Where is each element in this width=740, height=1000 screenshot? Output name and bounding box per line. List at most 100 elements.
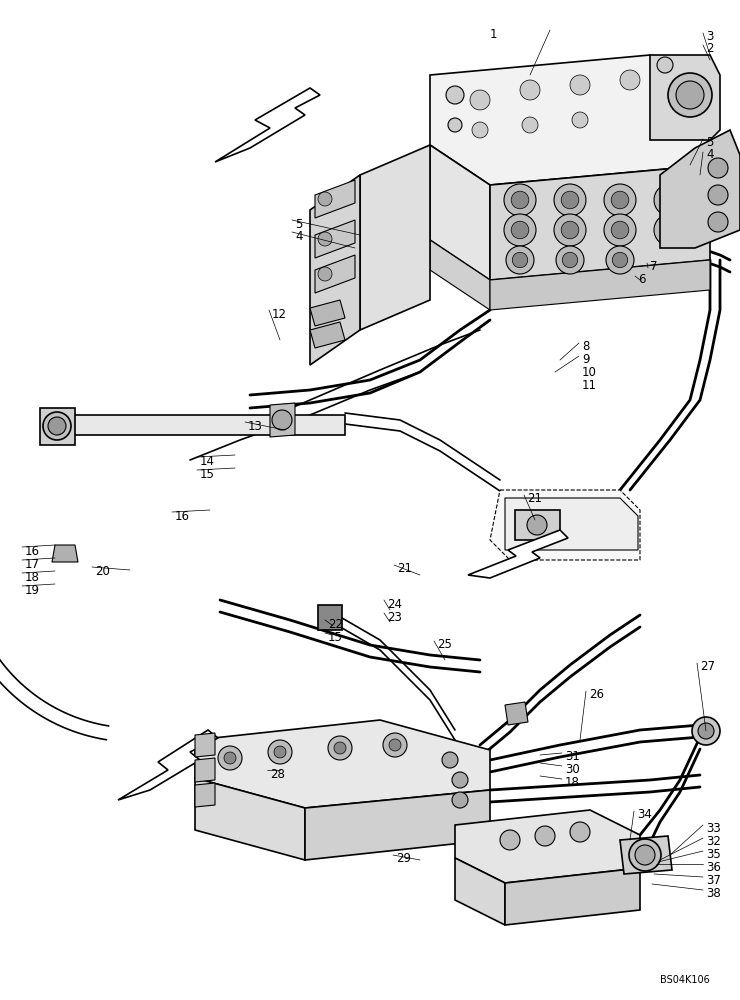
Text: 23: 23 <box>387 611 402 624</box>
Circle shape <box>224 752 236 764</box>
Circle shape <box>554 214 586 246</box>
Circle shape <box>334 742 346 754</box>
Circle shape <box>692 717 720 745</box>
Text: 33: 33 <box>706 822 721 835</box>
Circle shape <box>511 221 529 239</box>
Polygon shape <box>310 175 360 365</box>
Text: 21: 21 <box>397 562 412 575</box>
Text: 26: 26 <box>589 688 604 701</box>
Text: 10: 10 <box>582 366 597 379</box>
Circle shape <box>500 830 520 850</box>
Polygon shape <box>360 145 430 330</box>
Polygon shape <box>270 403 295 437</box>
Circle shape <box>708 158 728 178</box>
Text: 12: 12 <box>272 308 287 321</box>
Circle shape <box>535 826 555 846</box>
Polygon shape <box>660 130 740 248</box>
Circle shape <box>218 746 242 770</box>
Circle shape <box>318 232 332 246</box>
Text: 36: 36 <box>706 861 721 874</box>
Circle shape <box>662 221 679 239</box>
Circle shape <box>562 252 578 268</box>
Polygon shape <box>315 180 355 218</box>
Polygon shape <box>310 300 345 326</box>
Text: 16: 16 <box>25 545 40 558</box>
Circle shape <box>512 252 528 268</box>
Circle shape <box>272 410 292 430</box>
Circle shape <box>572 112 588 128</box>
Circle shape <box>506 246 534 274</box>
Text: 14: 14 <box>200 455 215 468</box>
Circle shape <box>698 723 714 739</box>
Circle shape <box>452 792 468 808</box>
Text: 27: 27 <box>700 660 715 673</box>
Polygon shape <box>195 778 305 860</box>
Text: 34: 34 <box>637 808 652 821</box>
Polygon shape <box>52 545 78 562</box>
Circle shape <box>472 122 488 138</box>
Text: 32: 32 <box>706 835 721 848</box>
Text: 18: 18 <box>25 571 40 584</box>
Circle shape <box>654 184 686 216</box>
Text: 5: 5 <box>706 136 713 149</box>
Circle shape <box>446 86 464 104</box>
Polygon shape <box>215 88 320 162</box>
Text: 13: 13 <box>248 420 263 433</box>
Polygon shape <box>490 260 710 310</box>
Text: 21: 21 <box>527 492 542 505</box>
Text: 8: 8 <box>582 340 589 353</box>
Polygon shape <box>455 858 505 925</box>
Circle shape <box>389 739 401 751</box>
Text: 25: 25 <box>437 638 452 651</box>
Text: 6: 6 <box>638 273 645 286</box>
Polygon shape <box>455 810 640 883</box>
Polygon shape <box>490 490 640 560</box>
Circle shape <box>708 185 728 205</box>
Circle shape <box>274 746 286 758</box>
Circle shape <box>657 57 673 73</box>
Polygon shape <box>430 55 710 185</box>
Circle shape <box>442 752 458 768</box>
Polygon shape <box>650 55 720 140</box>
Text: 16: 16 <box>175 510 190 523</box>
Circle shape <box>635 845 655 865</box>
Polygon shape <box>468 530 568 578</box>
Text: 24: 24 <box>387 598 402 611</box>
Circle shape <box>570 822 590 842</box>
Circle shape <box>668 73 712 117</box>
Text: 3: 3 <box>706 30 713 43</box>
Text: 5: 5 <box>295 218 303 231</box>
Polygon shape <box>315 255 355 293</box>
Text: 11: 11 <box>582 379 597 392</box>
Text: 4: 4 <box>706 148 713 161</box>
Circle shape <box>554 184 586 216</box>
Circle shape <box>56 546 70 560</box>
Polygon shape <box>118 730 218 800</box>
Text: 7: 7 <box>650 260 658 273</box>
Text: 35: 35 <box>706 848 721 861</box>
Text: BS04K106: BS04K106 <box>660 975 710 985</box>
Text: 28: 28 <box>270 768 285 781</box>
Polygon shape <box>490 165 710 280</box>
Text: 4: 4 <box>295 230 303 243</box>
Circle shape <box>708 212 728 232</box>
Polygon shape <box>515 510 560 540</box>
Circle shape <box>612 252 628 268</box>
Text: 2: 2 <box>706 42 713 55</box>
Text: 17: 17 <box>25 558 40 571</box>
Circle shape <box>604 184 636 216</box>
Circle shape <box>318 267 332 281</box>
Polygon shape <box>195 758 215 782</box>
Circle shape <box>662 191 679 209</box>
Circle shape <box>448 118 462 132</box>
Text: 15: 15 <box>328 631 343 644</box>
Polygon shape <box>195 783 215 807</box>
Polygon shape <box>505 868 640 925</box>
Text: 29: 29 <box>396 852 411 865</box>
Polygon shape <box>310 322 345 348</box>
Circle shape <box>522 117 538 133</box>
Circle shape <box>511 191 529 209</box>
Circle shape <box>318 192 332 206</box>
Circle shape <box>268 740 292 764</box>
Polygon shape <box>430 240 490 310</box>
